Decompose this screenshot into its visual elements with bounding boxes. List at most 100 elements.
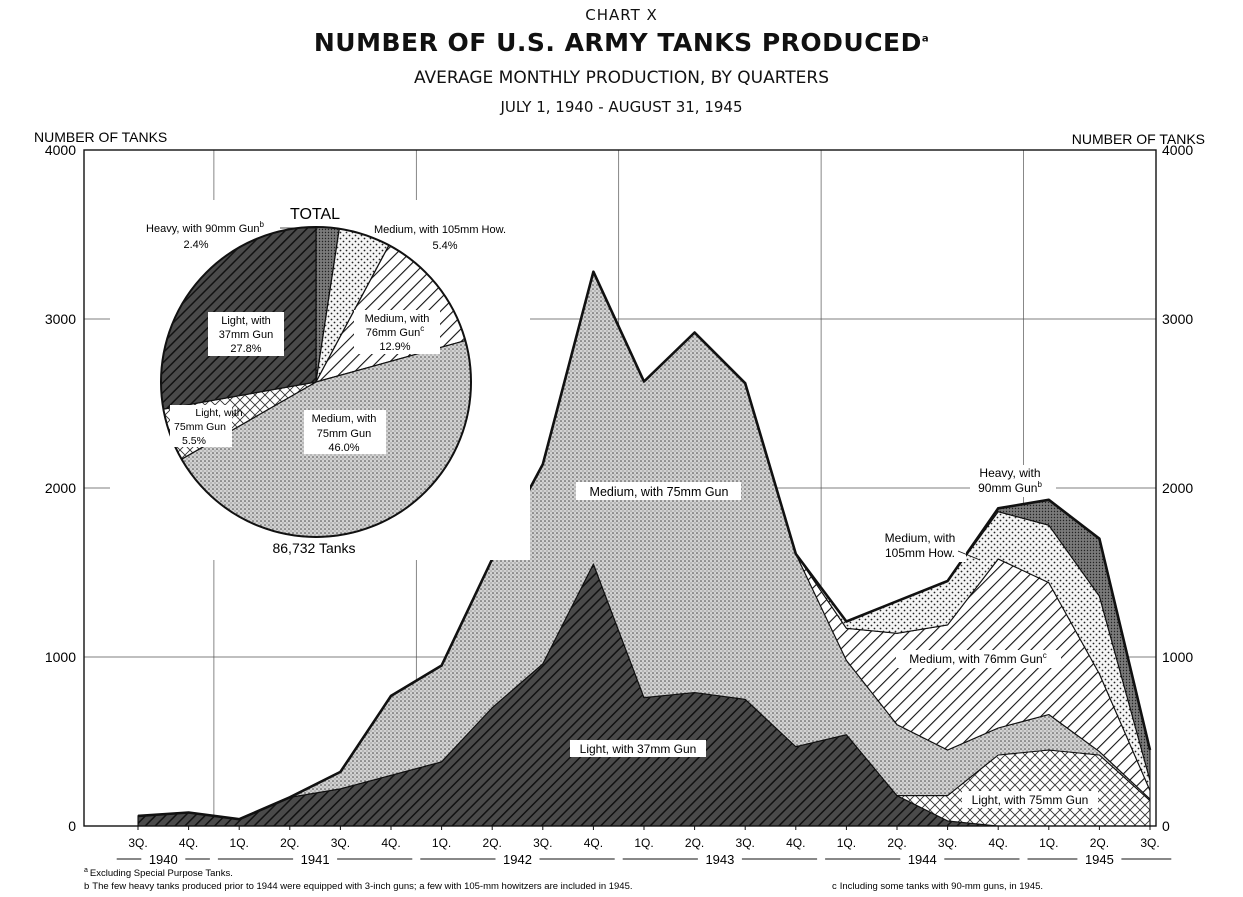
x-tick-label: 4Q. (584, 836, 603, 850)
area-label-heavy-line1: Heavy, with (979, 466, 1040, 480)
x-tick-label: 4Q. (786, 836, 805, 850)
area-label-medium75-text: Medium, with 75mm Gun (590, 485, 729, 499)
pie-label-light37-pct: 27.8% (230, 343, 261, 355)
x-tick-label: 3Q. (938, 836, 957, 850)
footnote-a-text: Excluding Special Purpose Tanks. (90, 868, 233, 879)
y-axis-title-left: NUMBER OF TANKS (34, 129, 167, 145)
footnotes: a Excluding Special Purpose Tanks. b The f… (84, 867, 1043, 892)
x-tick-label: 4Q. (381, 836, 400, 850)
chart-title-text: NUMBER OF U.S. ARMY TANKS PRODUCED (313, 28, 922, 57)
year-label: 1945 (1085, 852, 1114, 867)
total-pie (160, 226, 472, 538)
heavy-label: 90mm Gun (978, 481, 1037, 495)
pie-heavy-note: b (260, 220, 265, 229)
pie-outline (160, 226, 472, 538)
pie-label-light37-l2: 37mm Gun (219, 329, 273, 341)
year-label: 1944 (908, 852, 937, 867)
plot-frame (83, 149, 1157, 827)
x-tick-label: 1Q. (837, 836, 856, 850)
pie-label-medium75-pct: 46.0% (328, 442, 359, 454)
y-tick-label-right: 1000 (1162, 649, 1193, 665)
area-label-medium105: Medium, with 105mm How. (876, 528, 981, 562)
y-axis-title-right: NUMBER OF TANKS (1072, 131, 1205, 147)
footnote-b: b The few heavy tanks produced prior to 1… (84, 881, 633, 892)
chart-period: JULY 1, 1940 - AUGUST 31, 1945 (500, 98, 743, 116)
area-label-medium105-line2: 105mm How. (885, 546, 955, 560)
x-tick-label: 1Q. (1039, 836, 1058, 850)
total-outline (137, 270, 1152, 821)
chart-label: CHART X (585, 6, 658, 24)
pie-label-heavy-text: Heavy, with 90mm Gunb (146, 220, 265, 235)
footnote-a: a Excluding Special Purpose Tanks. (84, 867, 233, 879)
pie-label-medium75: Medium, with 75mm Gun 46.0% (304, 410, 386, 454)
pie-label-medium76-l1: Medium, with (365, 313, 430, 325)
pie-medium76-note: c (420, 324, 424, 333)
y-tick-label-left: 1000 (45, 649, 76, 665)
pie-total-label: 86,732 Tanks (272, 540, 355, 556)
heavy-note: b (1037, 480, 1042, 489)
x-tick-label: 2Q. (483, 836, 502, 850)
area-label-medium105-line1: Medium, with (885, 531, 956, 545)
area-label-light37-text: Light, with 37mm Gun (580, 742, 697, 756)
pie-label-heavy-pct: 2.4% (183, 239, 208, 251)
year-label: 1943 (705, 852, 734, 867)
area-label-light37: Light, with 37mm Gun (570, 740, 706, 757)
pie-label-medium105: Medium, with 105mm How. 5.4% (374, 224, 506, 252)
pie-label-medium105-name: Medium, with 105mm How. (374, 224, 506, 236)
area-label-light75-text: Light, with 75mm Gun (972, 793, 1089, 807)
x-tick-label: 1Q. (432, 836, 451, 850)
pie-label-heavy: Heavy, with 90mm Gunb 2.4% (146, 220, 318, 251)
pie-label-medium75-l2: 75mm Gun (317, 428, 371, 440)
axes: 0 0 1000 1000 2000 2000 3000 3000 4000 4000 3Q. 4Q.… (45, 142, 1194, 867)
y-tick-label-left: 3000 (45, 311, 76, 327)
pie-label-light75-l2: 75mm Gun (174, 421, 226, 433)
x-tick-label: 3Q. (736, 836, 755, 850)
area-label-heavy: Heavy, with 90mm Gunb (970, 465, 1056, 497)
pie-medium76-gun: 76mm Gun (366, 327, 420, 339)
pie-label-light75-pct: 5.5% (182, 435, 206, 447)
area-label-medium75: Medium, with 75mm Gun (576, 482, 741, 500)
pie-label-medium76-pct: 12.9% (379, 341, 410, 353)
footnote-c-mark: c (832, 881, 837, 892)
pie-label-light37-l1: Light, with (221, 315, 271, 327)
y-tick-label-right: 4000 (1162, 142, 1193, 158)
x-tick-label: 3Q. (1140, 836, 1159, 850)
x-tick-label: 4Q. (179, 836, 198, 850)
pie-label-medium76-l2: 76mm Gunc (366, 324, 424, 339)
pie-title: TOTAL (290, 206, 340, 223)
x-tick-label: 3Q. (533, 836, 552, 850)
title-footnote-mark: a (921, 33, 930, 45)
y-tick-label-right: 3000 (1162, 311, 1193, 327)
year-label: 1940 (149, 852, 178, 867)
chart-subtitle: AVERAGE MONTHLY PRODUCTION, BY QUARTERS (413, 68, 830, 88)
pie-label-medium75-l1: Medium, with (312, 413, 377, 425)
x-tick-label: 2Q. (685, 836, 704, 850)
medium76-label: Medium, with 76mm Gun (909, 652, 1042, 666)
chart-title: NUMBER OF U.S. ARMY TANKS PRODUCEDa (0, 28, 1243, 57)
y-tick-label-right: 0 (1162, 818, 1170, 834)
x-tick-label: 2Q. (887, 836, 906, 850)
area-label-medium76-text: Medium, with 76mm Gunc (909, 651, 1046, 666)
year-label: 1941 (301, 852, 330, 867)
footnote-c: c Including some tanks with 90-mm guns, i… (832, 881, 1043, 892)
y-tick-label-left: 4000 (45, 142, 76, 158)
footnote-a-mark: a (84, 867, 88, 874)
pie-label-light37: Light, with 37mm Gun 27.8% (208, 312, 284, 356)
pie-label-medium76: Medium, with 76mm Gunc 12.9% (354, 310, 440, 354)
medium105-leader (957, 550, 981, 561)
y-tick-label-left: 2000 (45, 480, 76, 496)
footnote-b-text: The few heavy tanks produced prior to 19… (92, 881, 632, 892)
y-tick-label-right: 2000 (1162, 480, 1193, 496)
pie-heavy-name: Heavy, with 90mm Gun (146, 223, 260, 235)
medium76-note: c (1043, 651, 1047, 660)
x-tick-label: 2Q. (1090, 836, 1109, 850)
footnote-c-text: Including some tanks with 90-mm guns, in… (840, 881, 1043, 892)
footnote-b-mark: b (84, 881, 89, 892)
x-tick-label: 3Q. (128, 836, 147, 850)
area-label-heavy-line2: 90mm Gunb (978, 480, 1042, 495)
area-label-medium76: Medium, with 76mm Gunc (896, 650, 1061, 668)
x-tick-label: 4Q. (989, 836, 1008, 850)
x-tick-label: 2Q. (280, 836, 299, 850)
x-tick-label: 3Q. (331, 836, 350, 850)
